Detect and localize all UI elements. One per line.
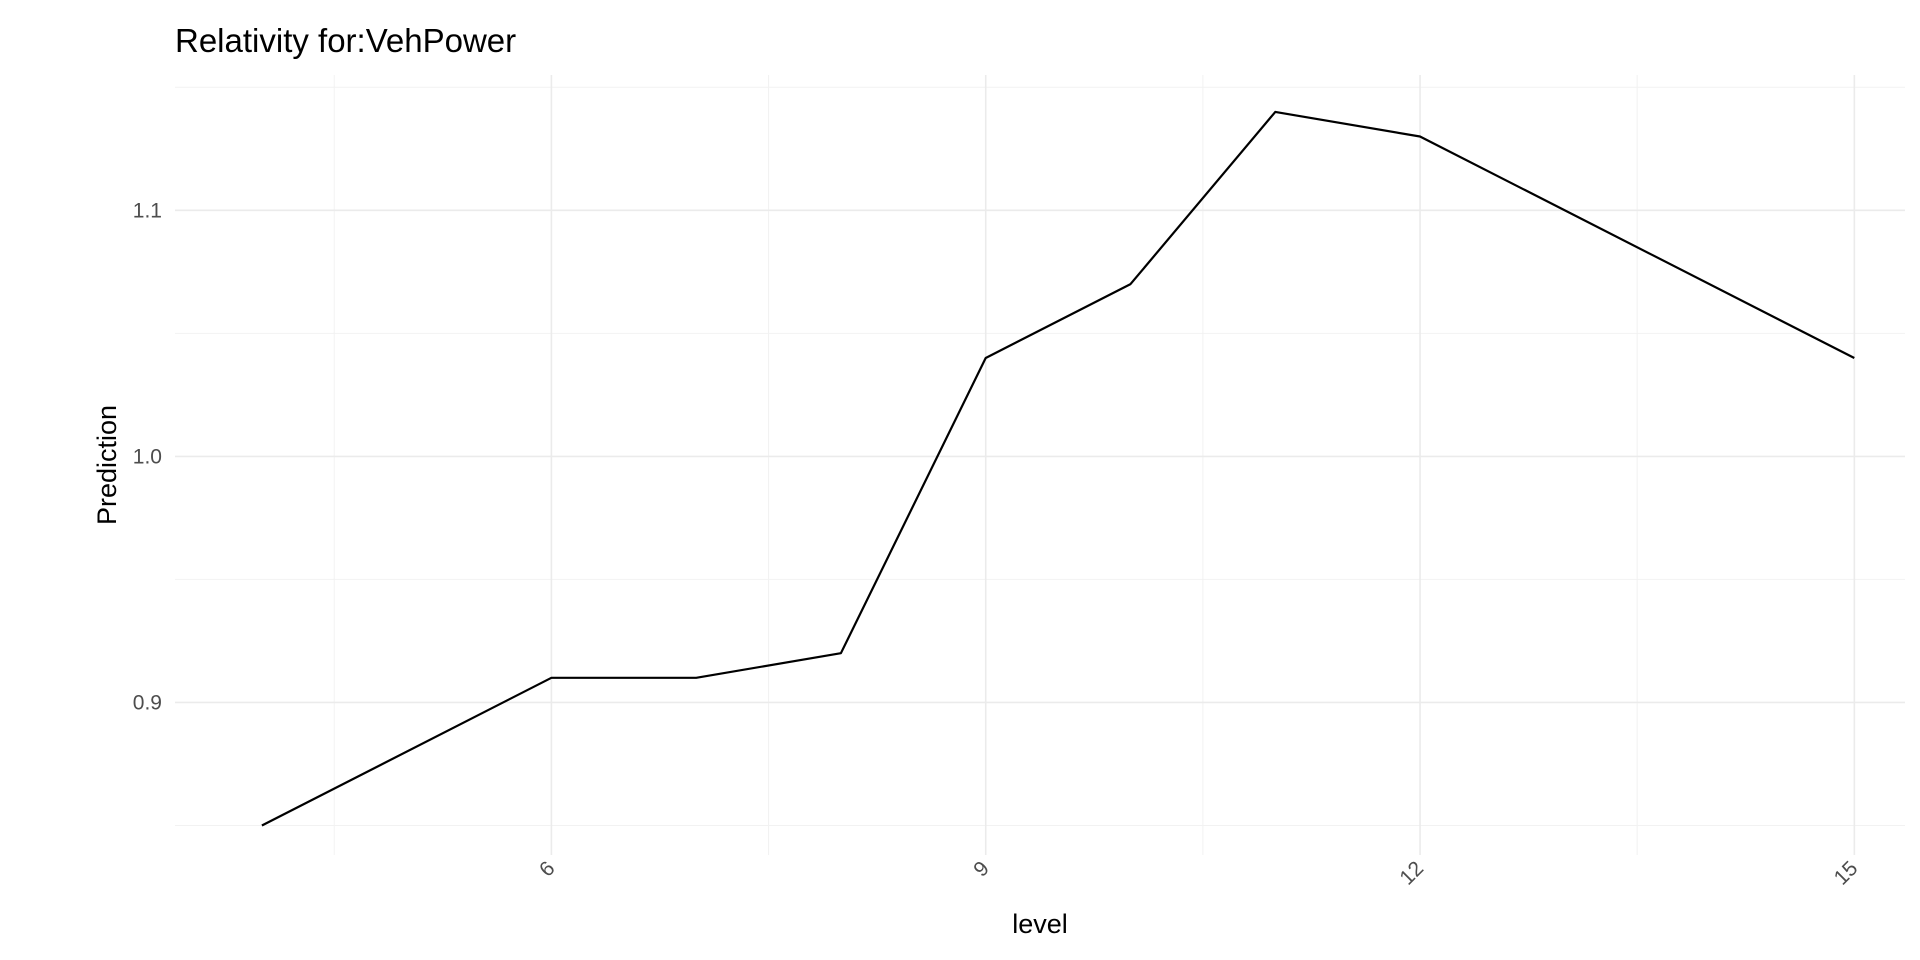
- y-tick-label: 0.9: [133, 691, 162, 714]
- y-axis-title: Prediction: [92, 405, 122, 525]
- series-line: [261, 110, 1855, 827]
- y-tick-label: 1.1: [133, 199, 162, 222]
- major-gridlines: [175, 75, 1905, 855]
- x-tick-label: 6: [535, 857, 560, 882]
- minor-gridlines: [175, 75, 1905, 855]
- x-tick-label: 15: [1830, 857, 1863, 890]
- x-tick-label: 12: [1395, 857, 1428, 890]
- tick-labels: 0.9 1.0 1.1 6 9 12 15: [133, 199, 1863, 889]
- chart-title: Relativity for:VehPower: [175, 22, 516, 59]
- y-tick-label: 1.0: [133, 445, 162, 468]
- x-axis-title: level: [1012, 909, 1068, 939]
- series-layer: [261, 110, 1855, 827]
- x-tick-label: 9: [969, 857, 994, 882]
